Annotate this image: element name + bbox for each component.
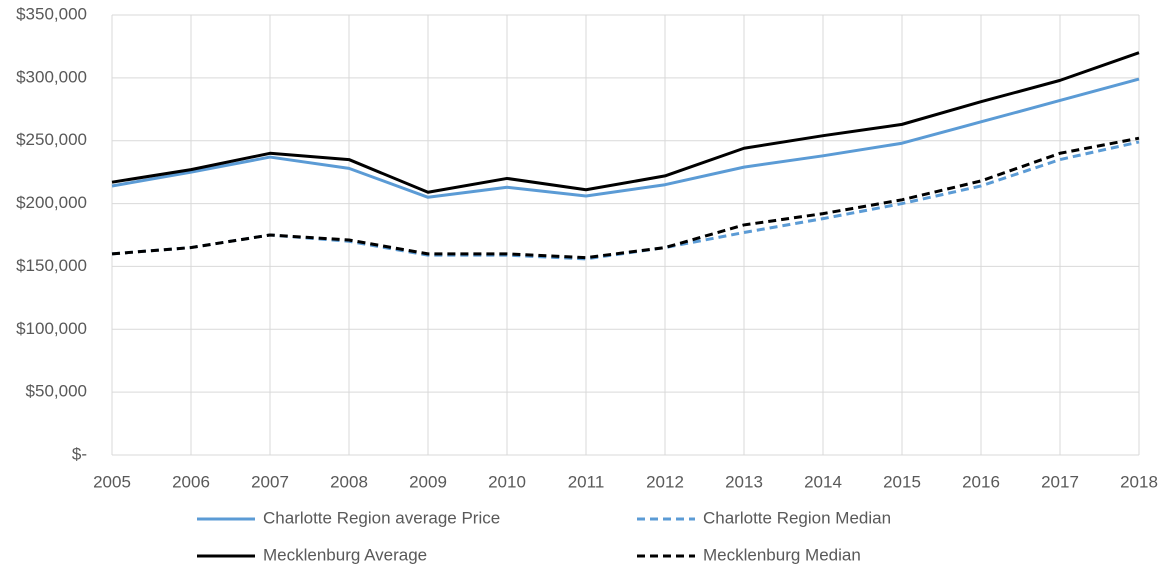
line-series bbox=[111, 136, 1140, 260]
x-tick-label: 2005 bbox=[93, 472, 131, 491]
x-tick-label: 2018 bbox=[1120, 472, 1158, 491]
x-tick-label: 2015 bbox=[883, 472, 921, 491]
x-tick-label: 2009 bbox=[409, 472, 447, 491]
x-tick-label: 2012 bbox=[646, 472, 684, 491]
x-tick-label: 2006 bbox=[172, 472, 210, 491]
x-tick-label: 2014 bbox=[804, 472, 842, 491]
y-tick-label: $200,000 bbox=[16, 193, 87, 212]
y-tick-label: $100,000 bbox=[16, 319, 87, 338]
x-tick-label: 2010 bbox=[488, 472, 526, 491]
legend-label: Mecklenburg Median bbox=[703, 545, 861, 564]
line-series bbox=[111, 140, 1140, 261]
x-tick-label: 2007 bbox=[251, 472, 289, 491]
y-tick-label: $300,000 bbox=[16, 67, 87, 86]
x-tick-label: 2008 bbox=[330, 472, 368, 491]
y-tick-label: $250,000 bbox=[16, 130, 87, 149]
legend-label: Charlotte Region Median bbox=[703, 508, 891, 527]
y-tick-label: $50,000 bbox=[26, 382, 87, 401]
y-tick-label: $350,000 bbox=[16, 4, 87, 23]
y-tick-label: $150,000 bbox=[16, 256, 87, 275]
x-tick-label: 2017 bbox=[1041, 472, 1079, 491]
x-tick-label: 2016 bbox=[962, 472, 1000, 491]
line-series bbox=[111, 77, 1140, 199]
legend-label: Mecklenburg Average bbox=[263, 545, 427, 564]
line-series bbox=[111, 51, 1140, 194]
x-tick-label: 2013 bbox=[725, 472, 763, 491]
y-tick-label: $- bbox=[72, 444, 87, 463]
x-tick-label: 2011 bbox=[568, 472, 605, 491]
legend-label: Charlotte Region average Price bbox=[263, 508, 500, 527]
